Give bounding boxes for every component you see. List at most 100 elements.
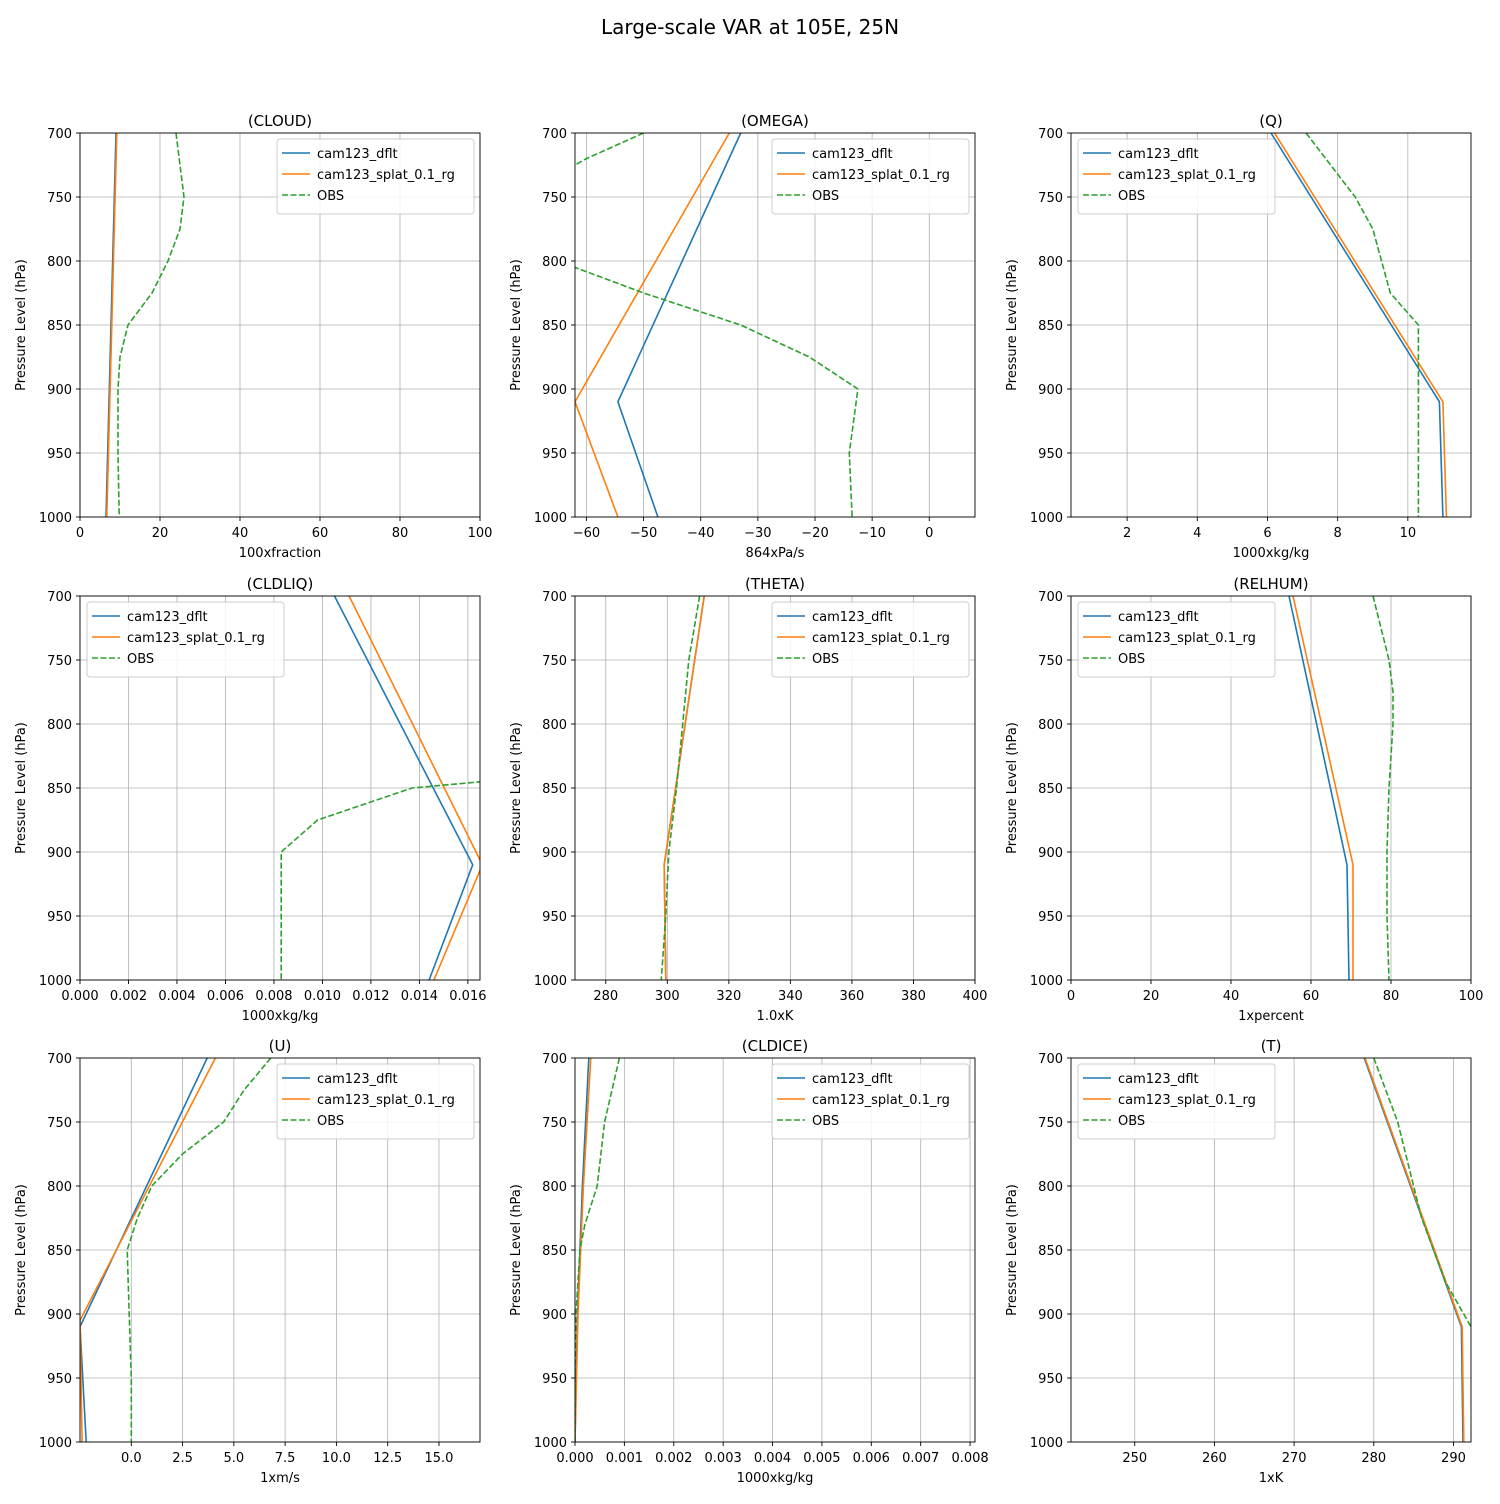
y-tick-label: 700	[47, 1052, 72, 1067]
x-tick-label: 0.001	[606, 1451, 643, 1466]
subplot-relhum: 0 20 40 60 80 100 700 750 800 850 900 950 1000 (RELHU…	[1005, 575, 1483, 1024]
legend-label: OBS	[317, 189, 344, 204]
legend-label: cam123_splat_0.1_rg	[127, 631, 265, 646]
y-tick-label: 800	[542, 255, 567, 270]
y-tick-label: 800	[1038, 718, 1063, 733]
x-tick-label: 8	[1334, 526, 1342, 541]
subplot-t: 250 260 270 280 290 700 750 800 850 900 950 1000 (T)…	[1005, 1037, 1472, 1486]
series-line-obs	[575, 1058, 621, 1442]
subplot-title: (CLDICE)	[742, 1037, 808, 1055]
x-axis-label: 1000xkg/kg	[737, 1471, 814, 1486]
y-tick-label: 700	[1038, 590, 1063, 605]
x-tick-label: 340	[778, 989, 803, 1004]
subplot-title: (THETA)	[745, 575, 805, 593]
y-tick-label: 1000	[1030, 974, 1063, 989]
figure-title: Large-scale VAR at 105E, 25N	[600, 15, 900, 39]
y-tick-label: 850	[542, 319, 567, 334]
legend-label: cam123_splat_0.1_rg	[1118, 631, 1256, 646]
x-tick-label: 0.000	[556, 1451, 593, 1466]
y-tick-label: 750	[47, 654, 72, 669]
y-tick-label: 850	[1038, 782, 1063, 797]
y-tick-label: 700	[542, 1052, 567, 1067]
y-axis-label: Pressure Level (hPa)	[1005, 722, 1020, 854]
y-tick-label: 900	[542, 846, 567, 861]
y-tick-label: 1000	[534, 1436, 567, 1451]
legend: cam123_dflt cam123_splat_0.1_rg OBS	[1077, 601, 1276, 678]
x-tick-label: 6	[1263, 526, 1271, 541]
y-tick-label: 950	[47, 910, 72, 925]
x-tick-label: 0.006	[207, 989, 244, 1004]
legend-label: cam123_splat_0.1_rg	[317, 168, 455, 183]
y-axis-label: Pressure Level (hPa)	[14, 1184, 29, 1316]
legend-label: cam123_splat_0.1_rg	[317, 1093, 455, 1108]
series-line-cam123-splat-0-1-rg	[663, 596, 705, 980]
x-tick-label: 2.5	[172, 1451, 193, 1466]
x-tick-label: 0.010	[304, 989, 341, 1004]
x-tick-label: −60	[573, 526, 600, 541]
x-tick-label: 7.5	[275, 1451, 296, 1466]
legend-label: cam123_dflt	[812, 1072, 893, 1087]
x-tick-label: 40	[1223, 989, 1240, 1004]
y-tick-label: 1000	[39, 974, 72, 989]
y-tick-label: 900	[542, 1308, 567, 1323]
series-group	[280, 596, 480, 980]
x-tick-label: 4	[1193, 526, 1201, 541]
y-tick-label: 800	[542, 1180, 567, 1195]
x-tick-label: 40	[232, 526, 249, 541]
y-tick-label: 850	[47, 1244, 72, 1259]
legend-label: cam123_dflt	[1118, 1072, 1199, 1087]
x-axis-label: 100xfraction	[239, 546, 321, 561]
series-line-obs	[1372, 596, 1394, 980]
subplot-omega: −60 −50 −40 −30 −20 −10 0 700 750 800 850 900 950 100…	[509, 112, 976, 561]
y-tick-label: 800	[1038, 1180, 1063, 1195]
x-tick-label: 270	[1282, 1451, 1307, 1466]
legend-box	[771, 1063, 970, 1140]
subplot-title: (CLOUD)	[248, 112, 312, 130]
y-axis-label: Pressure Level (hPa)	[1005, 1184, 1020, 1316]
legend: cam123_dflt cam123_splat_0.1_rg OBS	[771, 1063, 970, 1140]
y-tick-label: 900	[542, 383, 567, 398]
series-line-cam123-dflt	[617, 133, 742, 517]
y-tick-label: 750	[1038, 654, 1063, 669]
legend-label: OBS	[812, 189, 839, 204]
y-tick-label: 950	[1038, 1372, 1063, 1387]
legend-label: OBS	[1118, 189, 1145, 204]
x-tick-label: −40	[687, 526, 714, 541]
x-tick-label: 0.002	[655, 1451, 692, 1466]
legend-label: cam123_splat_0.1_rg	[1118, 168, 1256, 183]
legend-label: OBS	[1118, 652, 1145, 667]
legend-label: OBS	[127, 652, 154, 667]
x-tick-label: 360	[840, 989, 865, 1004]
y-tick-label: 700	[1038, 1052, 1063, 1067]
x-tick-label: 0.016	[449, 989, 486, 1004]
x-axis-label: 864xPa/s	[746, 546, 805, 561]
x-tick-label: 80	[392, 526, 409, 541]
y-tick-label: 800	[47, 1180, 72, 1195]
legend-box	[276, 1063, 475, 1140]
x-tick-label: 0	[76, 526, 84, 541]
subplot-title: (RELHUM)	[1233, 575, 1308, 593]
x-tick-label: 0	[925, 526, 933, 541]
legend-label: OBS	[1118, 1114, 1145, 1129]
legend-box	[1077, 601, 1276, 678]
subplot-title: (Q)	[1259, 112, 1283, 130]
y-tick-label: 700	[47, 127, 72, 142]
legend-label: cam123_dflt	[1118, 147, 1199, 162]
y-tick-label: 800	[47, 255, 72, 270]
series-line-cam123-splat-0-1-rg	[1292, 596, 1354, 980]
x-tick-label: 10	[1400, 526, 1417, 541]
x-tick-label: 0.008	[255, 989, 292, 1004]
y-tick-label: 900	[47, 383, 72, 398]
series-group	[1288, 596, 1394, 980]
subplot-title: (CLDLIQ)	[247, 575, 314, 593]
y-tick-label: 900	[47, 846, 72, 861]
x-tick-label: 2	[1123, 526, 1131, 541]
series-line-cam123-splat-0-1-rg	[575, 133, 730, 517]
y-axis-label: Pressure Level (hPa)	[509, 1184, 524, 1316]
x-axis-label: 1xpercent	[1238, 1009, 1304, 1024]
y-tick-label: 1000	[534, 974, 567, 989]
y-tick-label: 750	[542, 1116, 567, 1131]
legend-label: cam123_dflt	[812, 610, 893, 625]
y-tick-label: 950	[542, 1372, 567, 1387]
